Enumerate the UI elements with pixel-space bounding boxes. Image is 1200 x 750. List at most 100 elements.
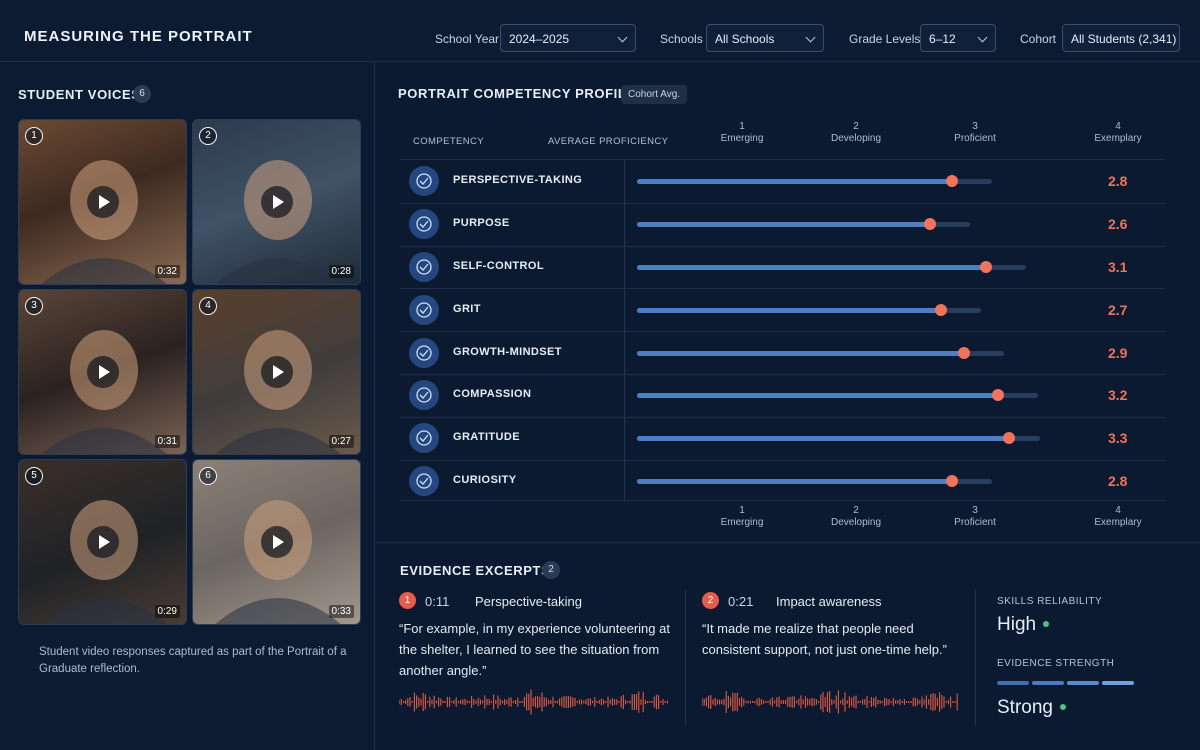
proficiency-marker[interactable] bbox=[946, 475, 959, 487]
proficiency-marker[interactable] bbox=[991, 389, 1004, 402]
evidence-strength-value: Strong bbox=[997, 697, 1066, 719]
skills-reliability-label: SKILLS RELIABILITY bbox=[997, 596, 1103, 607]
cohort-label: Cohort bbox=[1020, 32, 1057, 46]
video-tile[interactable]: 5 0:29 bbox=[18, 459, 187, 625]
scale-number: 4 bbox=[1115, 121, 1121, 132]
cohort-avg-badge: Cohort Avg. bbox=[621, 85, 688, 104]
row-divider bbox=[400, 416, 1165, 418]
evidence-strength-text: Strong bbox=[997, 697, 1053, 718]
competency-bar[interactable] bbox=[637, 479, 953, 484]
schools-select[interactable]: All Schools bbox=[706, 24, 824, 52]
scale-number: 4 bbox=[1115, 505, 1121, 516]
competency-label: GROWTH-MINDSET bbox=[453, 345, 562, 358]
scale-number: 1 bbox=[739, 121, 745, 132]
video-number: 4 bbox=[199, 297, 217, 315]
grade-levels-select[interactable]: 6–12 bbox=[920, 24, 996, 52]
proficiency-marker[interactable] bbox=[946, 175, 959, 188]
excerpt-topic: Perspective-taking bbox=[475, 594, 582, 609]
play-icon[interactable] bbox=[260, 356, 293, 388]
video-duration: 0:27 bbox=[328, 435, 354, 448]
video-caption: Student video responses captured as part… bbox=[39, 646, 347, 675]
row-divider bbox=[400, 459, 1165, 461]
excerpt-number: 1 bbox=[399, 592, 416, 609]
video-duration: 0:32 bbox=[154, 265, 180, 278]
proficiency-marker[interactable] bbox=[957, 346, 970, 359]
scale-level: Emerging bbox=[720, 133, 764, 144]
proficiency-marker[interactable] bbox=[980, 261, 993, 273]
competency-icon bbox=[409, 252, 439, 282]
scale-level: Proficient bbox=[954, 133, 996, 144]
cohort-value: All Students (2,341) bbox=[1071, 32, 1177, 46]
play-icon[interactable] bbox=[260, 526, 293, 558]
competency-bar[interactable] bbox=[637, 436, 1009, 442]
video-tile[interactable]: 6 0:33 bbox=[192, 459, 361, 625]
competency-score: 3.1 bbox=[1108, 259, 1128, 275]
play-icon[interactable] bbox=[86, 526, 119, 558]
competency-icon bbox=[409, 166, 439, 197]
schools-label: Schools bbox=[660, 32, 703, 46]
competency-icon bbox=[409, 294, 439, 325]
scale-level: Exemplary bbox=[1094, 517, 1142, 528]
video-duration: 0:28 bbox=[328, 265, 354, 278]
competency-icon bbox=[409, 380, 439, 411]
strength-segment bbox=[1102, 681, 1134, 685]
competency-bar[interactable] bbox=[637, 265, 987, 270]
competency-label: COMPASSION bbox=[453, 388, 532, 401]
evidence-title: EVIDENCE EXCERPTS bbox=[400, 563, 551, 578]
audio-waveform[interactable] bbox=[702, 687, 958, 717]
competency-icon bbox=[409, 337, 439, 368]
row-divider bbox=[400, 245, 1165, 247]
video-tile[interactable]: 4 0:27 bbox=[192, 289, 361, 455]
skills-reliability-text: High bbox=[997, 614, 1037, 635]
scale-number: 1 bbox=[739, 505, 745, 516]
scale-level: Developing bbox=[830, 517, 882, 528]
video-tile[interactable]: 3 0:31 bbox=[18, 289, 187, 455]
competency-icon bbox=[409, 209, 439, 240]
competency-bar[interactable] bbox=[637, 179, 953, 185]
proficiency-marker[interactable] bbox=[923, 218, 936, 231]
proficiency-marker[interactable] bbox=[935, 303, 948, 316]
status-dot bbox=[1043, 621, 1050, 627]
competency-score: 2.9 bbox=[1108, 344, 1128, 361]
audio-waveform[interactable] bbox=[399, 687, 669, 717]
schools-value: All Schools bbox=[715, 32, 775, 46]
evidence-count: 2 bbox=[542, 561, 560, 579]
strength-segment bbox=[1067, 681, 1099, 685]
play-icon[interactable] bbox=[86, 186, 119, 218]
competency-label: SELF-CONTROL bbox=[453, 260, 544, 272]
chevron-down-icon bbox=[977, 32, 988, 43]
student-voices-count: 6 bbox=[133, 85, 151, 103]
competency-icon bbox=[409, 423, 439, 454]
competency-score: 3.3 bbox=[1108, 430, 1128, 447]
profile-title: PORTRAIT COMPETENCY PROFILE bbox=[398, 86, 636, 101]
video-tile[interactable]: 1 0:32 bbox=[18, 119, 187, 285]
header-divider bbox=[400, 159, 1165, 160]
school-year-select[interactable]: 2024–2025 bbox=[500, 24, 636, 52]
scale-level: Emerging bbox=[720, 517, 764, 528]
play-icon[interactable] bbox=[260, 186, 293, 218]
average-proficiency-column-header: AVERAGE PROFICIENCY bbox=[548, 136, 669, 147]
competency-icon bbox=[409, 466, 439, 496]
evidence-strength-label: EVIDENCE STRENGTH bbox=[997, 658, 1115, 669]
competency-column-header: COMPETENCY bbox=[413, 136, 485, 147]
school-year-value: 2024–2025 bbox=[509, 32, 570, 46]
competency-profile-panel bbox=[376, 62, 1200, 542]
scale-label: 4 Exemplary bbox=[1078, 121, 1158, 145]
competency-bar[interactable] bbox=[637, 350, 964, 356]
scale-label: 3 Proficient bbox=[935, 121, 1015, 145]
competency-label: GRIT bbox=[453, 302, 481, 315]
strength-segment bbox=[997, 681, 1029, 685]
video-number: 1 bbox=[25, 127, 43, 145]
cohort-select[interactable]: All Students (2,341) bbox=[1062, 24, 1180, 52]
competency-bar[interactable] bbox=[637, 222, 930, 228]
competency-label: PURPOSE bbox=[453, 217, 510, 230]
video-duration: 0:29 bbox=[154, 605, 180, 618]
video-tile[interactable]: 2 0:28 bbox=[192, 119, 361, 285]
scale-number: 2 bbox=[853, 505, 859, 516]
competency-bar[interactable] bbox=[637, 393, 998, 399]
proficiency-marker[interactable] bbox=[1002, 432, 1015, 445]
play-icon[interactable] bbox=[86, 356, 119, 388]
grade-levels-value: 6–12 bbox=[929, 32, 956, 46]
competency-bar[interactable] bbox=[637, 307, 942, 313]
scale-label: 3 Proficient bbox=[935, 505, 1015, 529]
